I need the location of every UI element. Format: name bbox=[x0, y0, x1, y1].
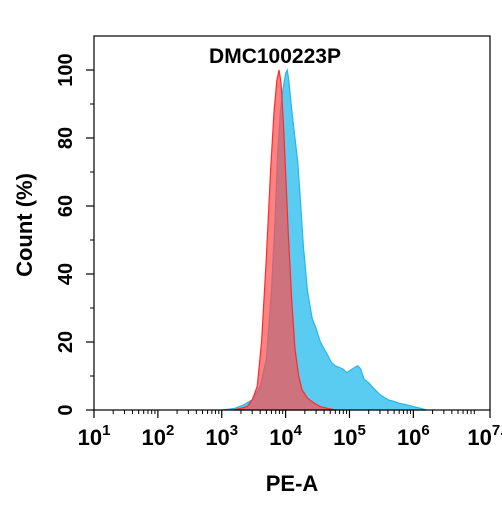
chart-title: DMC100223P bbox=[209, 45, 341, 68]
x-axis-label: PE-A bbox=[266, 471, 319, 496]
x-tick-label: 105 bbox=[333, 422, 366, 450]
x-tick-label: 102 bbox=[141, 422, 174, 450]
x-axis: 101 102 103 104 105 106 107.2 bbox=[78, 410, 502, 450]
x-tick-label: 104 bbox=[269, 422, 302, 450]
series-1-area bbox=[221, 67, 427, 411]
x-tick-label: 103 bbox=[205, 422, 238, 450]
y-tick-label: 20 bbox=[55, 331, 77, 353]
y-tick-label: 80 bbox=[55, 127, 77, 149]
y-tick-label: 0 bbox=[55, 404, 77, 415]
y-axis: 0 20 40 60 80 100 bbox=[55, 53, 94, 416]
y-tick-label: 100 bbox=[55, 53, 77, 86]
y-tick-label: 60 bbox=[55, 195, 77, 217]
x-tick-label: 101 bbox=[78, 422, 111, 450]
plot-frame bbox=[93, 35, 491, 411]
y-tick-label: 40 bbox=[55, 263, 77, 285]
series-layer bbox=[221, 67, 427, 411]
y-axis-label: Count (%) bbox=[12, 173, 37, 277]
series-2-area bbox=[232, 69, 336, 411]
x-tick-label: 106 bbox=[397, 422, 430, 450]
x-tick-label: 107.2 bbox=[467, 422, 502, 450]
